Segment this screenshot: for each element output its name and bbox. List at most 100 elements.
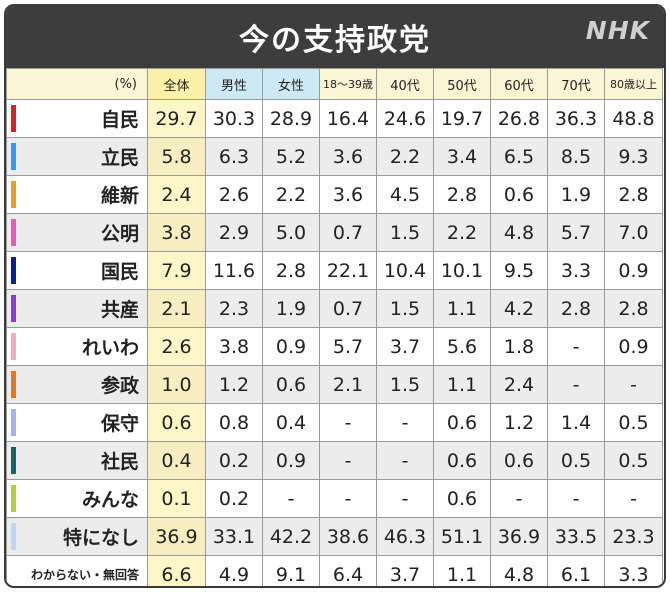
value-cell: 36.9 <box>490 517 548 556</box>
table-row: 共産 2.1 2.3 1.9 0.7 1.5 1.1 4.2 2.8 2.8 <box>6 289 663 328</box>
header-age-40s: 40代 <box>376 68 434 100</box>
value-cell: 5.8 <box>147 137 206 176</box>
value-cell: 29.7 <box>147 99 206 138</box>
value-cell: 0.5 <box>547 441 605 480</box>
value-cell: 22.1 <box>319 251 377 290</box>
party-label: みんな <box>81 489 139 511</box>
value-cell: 0.5 <box>604 403 663 442</box>
value-cell: 36.9 <box>147 517 206 556</box>
value-cell: 2.4 <box>147 175 206 214</box>
value-cell: 42.2 <box>262 517 320 556</box>
unit-label: (%) <box>6 68 148 100</box>
value-cell: - <box>547 327 605 366</box>
value-cell: - <box>376 441 434 480</box>
value-cell: 0.2 <box>205 479 263 518</box>
value-cell: - <box>604 479 663 518</box>
value-cell: - <box>319 403 377 442</box>
party-name: みんな <box>6 479 148 518</box>
table-row: 立民 5.8 6.3 5.2 3.6 2.2 3.4 6.5 8.5 9.3 <box>6 137 663 176</box>
value-cell: 9.3 <box>604 137 663 176</box>
value-cell: 0.8 <box>205 403 263 442</box>
party-label: 保守 <box>100 413 139 435</box>
table-row: わからない・無回答 6.6 4.9 9.1 6.4 3.7 1.1 4.8 6.1 3.3 <box>6 555 663 586</box>
value-cell: - <box>376 479 434 518</box>
value-cell: 9.1 <box>262 555 320 586</box>
party-color-bar <box>11 105 16 132</box>
value-cell: 1.1 <box>433 365 491 404</box>
value-cell: 4.9 <box>205 555 263 586</box>
header-total: 全体 <box>147 68 206 100</box>
page-title: 今の支持政党 <box>239 23 431 58</box>
value-cell: 0.9 <box>262 327 320 366</box>
header-age-80-plus: 80歳以上 <box>604 68 663 100</box>
value-cell: 6.3 <box>205 137 263 176</box>
value-cell: 9.5 <box>490 251 548 290</box>
party-name: 公明 <box>6 213 148 252</box>
value-cell: 2.8 <box>604 289 663 328</box>
table-row: 保守 0.6 0.8 0.4- -0.6 1.2 1.4 0.5 <box>6 403 663 442</box>
party-color-bar <box>11 181 16 208</box>
value-cell: 3.6 <box>319 137 377 176</box>
party-color-bar <box>11 523 16 550</box>
party-label: 社民 <box>100 451 139 473</box>
value-cell: 4.2 <box>490 289 548 328</box>
value-cell: 6.4 <box>319 555 377 586</box>
value-cell: 0.6 <box>490 441 548 480</box>
value-cell: 33.1 <box>205 517 263 556</box>
value-cell: 1.0 <box>147 365 206 404</box>
value-cell: 0.4 <box>147 441 206 480</box>
table-row: 公明 3.8 2.9 5.0 0.7 1.5 2.2 4.8 5.7 7.0 <box>6 213 663 252</box>
value-cell: 0.6 <box>433 441 491 480</box>
value-cell: 4.8 <box>490 213 548 252</box>
value-cell: 1.1 <box>433 555 491 586</box>
value-cell: 4.5 <box>376 175 434 214</box>
value-cell: 0.6 <box>262 365 320 404</box>
party-label: 公明 <box>100 223 139 245</box>
value-cell: 1.9 <box>547 175 605 214</box>
party-color-bar <box>11 485 16 512</box>
value-cell: 0.2 <box>205 441 263 480</box>
header-male: 男性 <box>205 68 263 100</box>
party-color-bar <box>11 447 16 474</box>
value-cell: 1.8 <box>490 327 548 366</box>
header-age-70s: 70代 <box>547 68 605 100</box>
value-cell: 2.8 <box>604 175 663 214</box>
party-name: わからない・無回答 <box>6 555 148 586</box>
value-cell: 0.5 <box>604 441 663 480</box>
party-label: 立民 <box>100 147 139 169</box>
party-color-bar <box>11 409 16 436</box>
value-cell: 0.9 <box>604 251 663 290</box>
value-cell: 3.3 <box>604 555 663 586</box>
value-cell: 16.4 <box>319 99 377 138</box>
value-cell: 0.6 <box>433 403 491 442</box>
value-cell: 23.3 <box>604 517 663 556</box>
table-row: 参政 1.0 1.2 0.6 2.1 1.5 1.1 2.4- - <box>6 365 663 404</box>
party-label: 自民 <box>100 109 139 131</box>
value-cell: 3.3 <box>547 251 605 290</box>
value-cell: 2.8 <box>547 289 605 328</box>
value-cell: 10.4 <box>376 251 434 290</box>
value-cell: 51.1 <box>433 517 491 556</box>
value-cell: 7.0 <box>604 213 663 252</box>
value-cell: 26.8 <box>490 99 548 138</box>
value-cell: - <box>376 403 434 442</box>
value-cell: 1.2 <box>490 403 548 442</box>
value-cell: 1.9 <box>262 289 320 328</box>
party-name: 自民 <box>6 99 148 138</box>
value-cell: 28.9 <box>262 99 320 138</box>
table-row: 自民 29.7 30.3 28.9 16.4 24.6 19.7 26.8 36.3 48.8 <box>6 99 663 138</box>
value-cell: 33.5 <box>547 517 605 556</box>
value-cell: 2.4 <box>490 365 548 404</box>
value-cell: 2.8 <box>433 175 491 214</box>
value-cell: - <box>319 441 377 480</box>
value-cell: 3.6 <box>319 175 377 214</box>
header-age-50s: 50代 <box>433 68 491 100</box>
header-age-18-39: 18〜39歳 <box>319 68 377 100</box>
value-cell: 1.2 <box>205 365 263 404</box>
value-cell: 3.8 <box>205 327 263 366</box>
party-color-bar <box>11 257 16 284</box>
header-female: 女性 <box>262 68 320 100</box>
party-name: 維新 <box>6 175 148 214</box>
results-table-card: 今の支持政党 NHK (%) 全体 男性 女性 18〜39歳 40代 50代 6… <box>4 4 666 588</box>
value-cell: 0.4 <box>262 403 320 442</box>
